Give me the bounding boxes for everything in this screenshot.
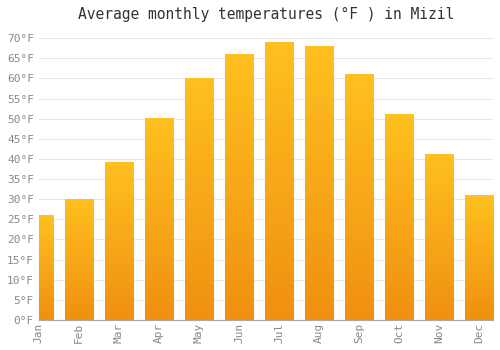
Title: Average monthly temperatures (°F ) in Mizil: Average monthly temperatures (°F ) in Mi… — [78, 7, 454, 22]
